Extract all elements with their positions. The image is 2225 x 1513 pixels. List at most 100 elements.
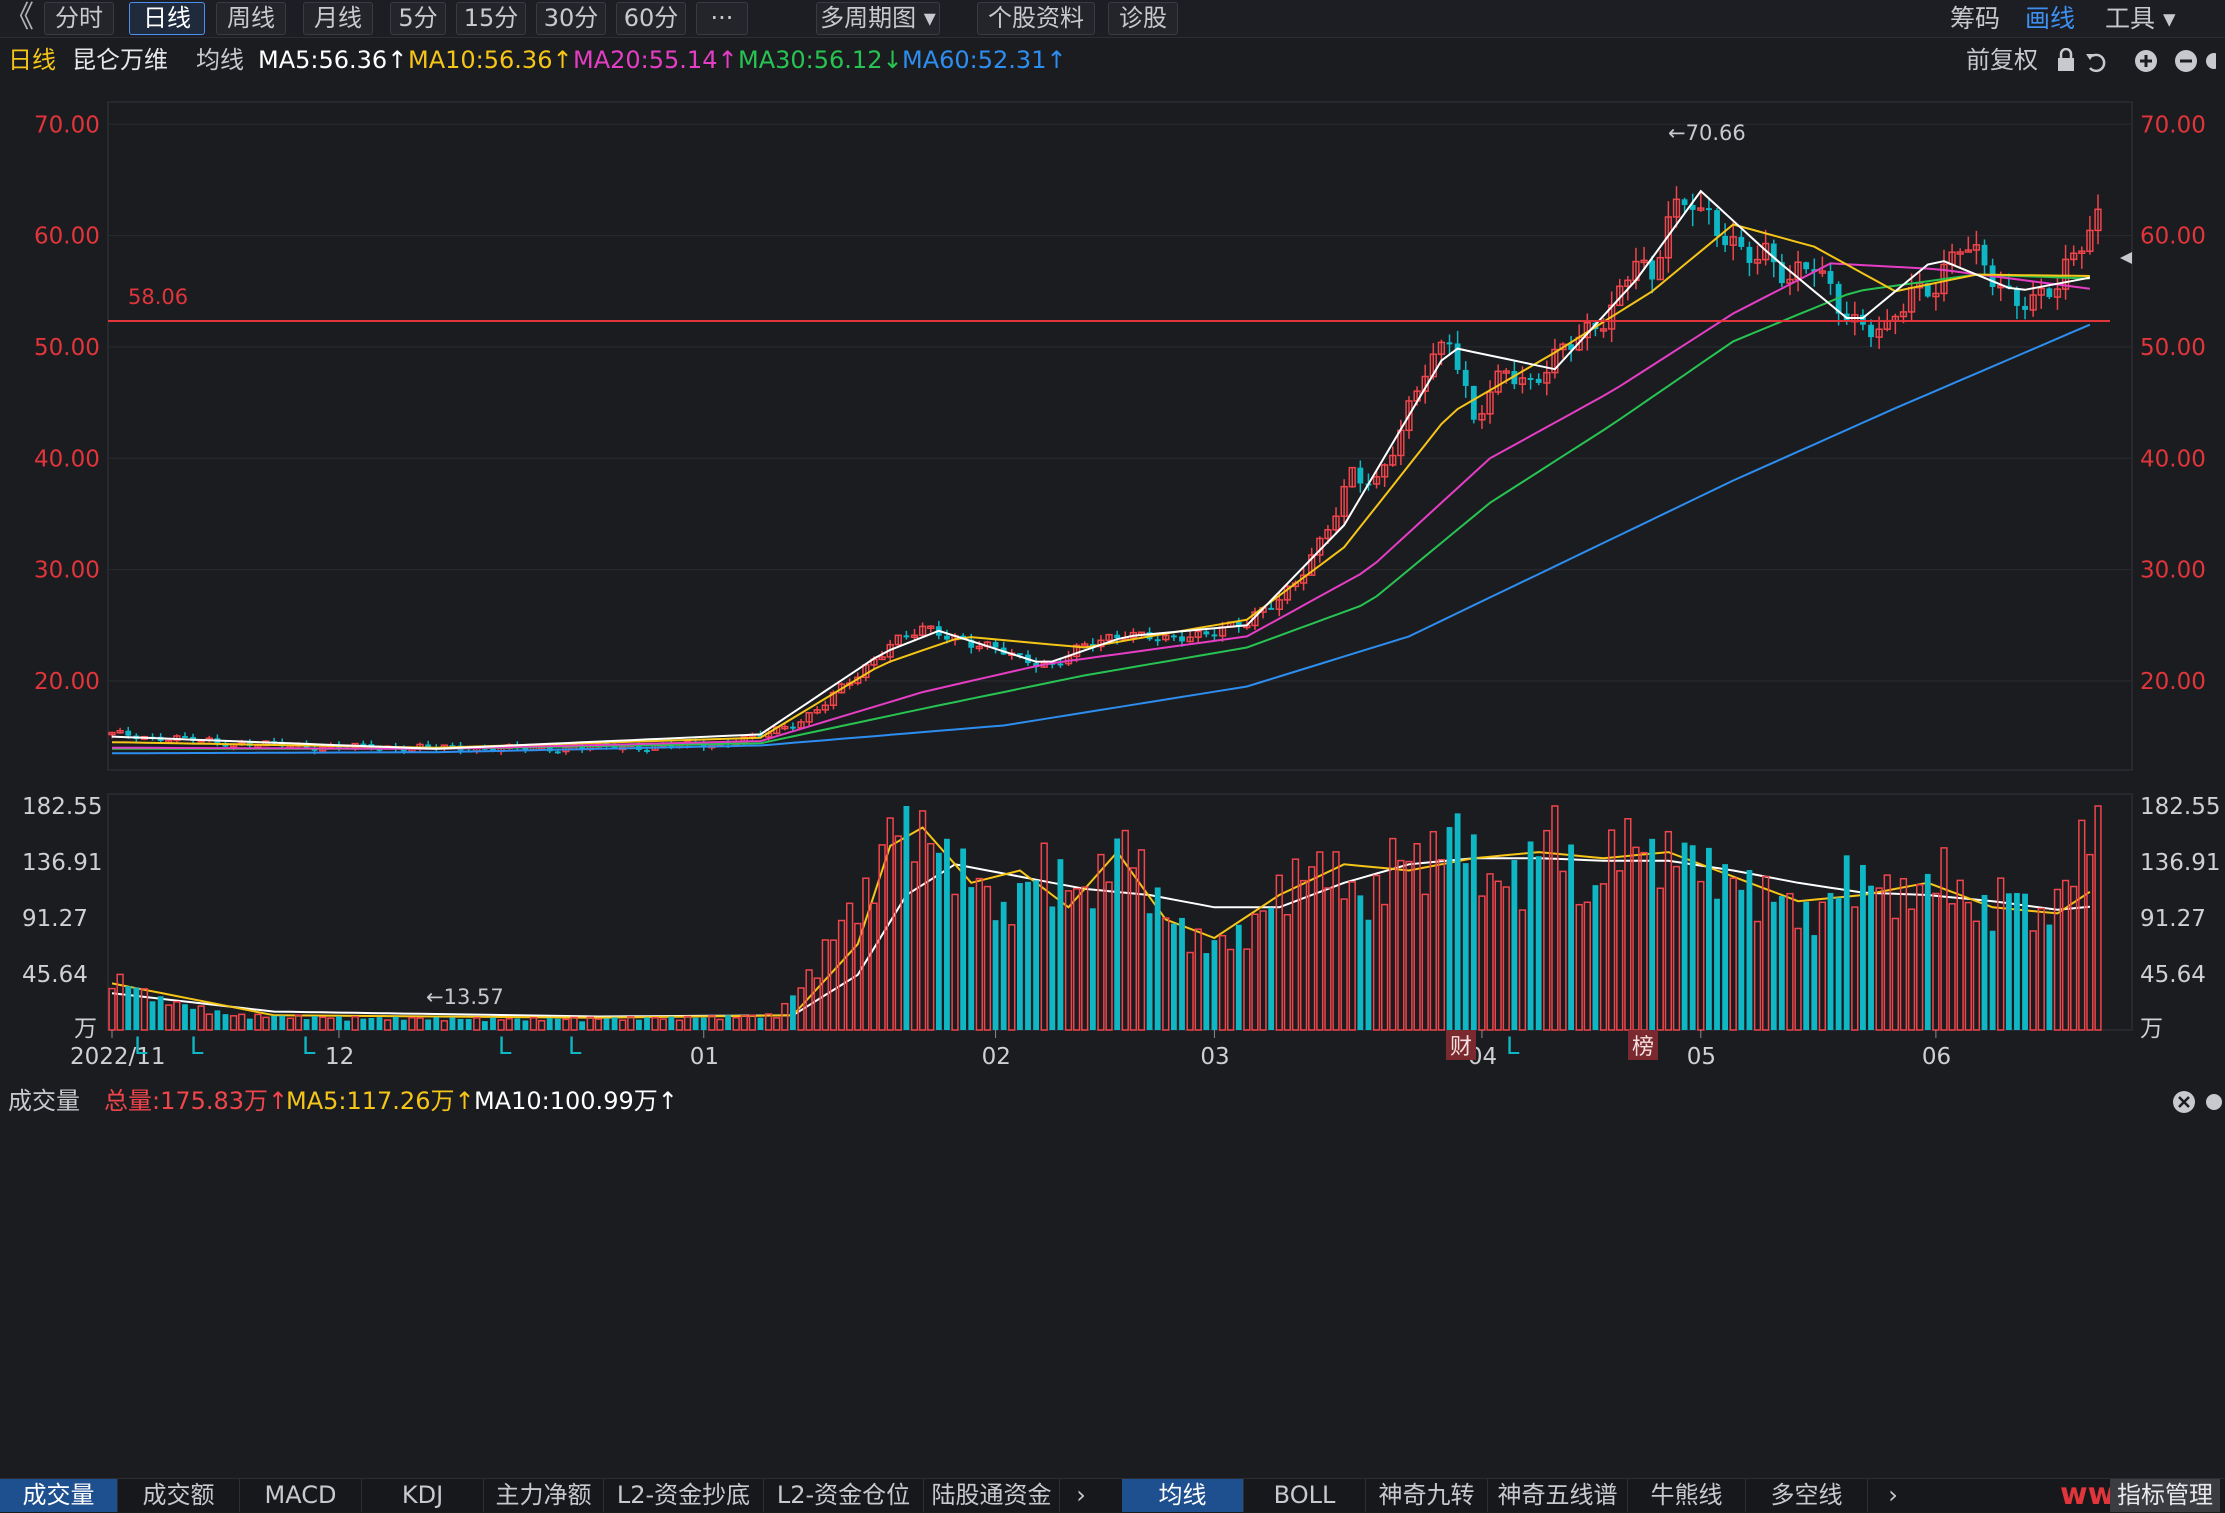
indicator-tab[interactable]: 主力净额 bbox=[484, 1479, 604, 1512]
indicator-tab[interactable]: L2-资金抄底 bbox=[604, 1479, 764, 1512]
undo-icon[interactable] bbox=[2086, 53, 2106, 73]
candle bbox=[1283, 582, 1292, 605]
volume-bar bbox=[927, 842, 935, 1031]
period-tab[interactable]: ··· bbox=[696, 2, 748, 35]
overlay-tab[interactable]: BOLL bbox=[1244, 1479, 1366, 1512]
rank-list-tag[interactable] bbox=[1628, 1030, 1658, 1060]
overlay-tab[interactable]: 神奇五线谱 bbox=[1488, 1479, 1628, 1512]
volume-tick-right: 万 bbox=[2140, 1016, 2163, 1042]
chevron-right-icon[interactable]: › bbox=[1888, 1481, 1898, 1509]
overlay-tab[interactable]: 均线 bbox=[1122, 1479, 1244, 1512]
candle bbox=[1722, 223, 1729, 253]
finance-report-tag-text: 财 bbox=[1450, 1035, 1472, 1060]
candle bbox=[1186, 631, 1194, 643]
volume-bar bbox=[813, 977, 821, 1031]
volume-bar bbox=[644, 1017, 650, 1030]
volume-bar bbox=[1025, 881, 1031, 1030]
draw-button[interactable]: 画线 bbox=[2025, 4, 2076, 33]
price-tick-left: 20.00 bbox=[34, 669, 100, 695]
volume-bar bbox=[1114, 838, 1121, 1030]
volume-bar bbox=[716, 1018, 724, 1031]
indicator-tab[interactable]: KDJ bbox=[362, 1479, 484, 1512]
candle bbox=[1746, 241, 1753, 277]
finance-report-tag[interactable] bbox=[1446, 1030, 1476, 1060]
chips-button[interactable]: 筹码 bbox=[1950, 4, 2001, 33]
settings-icon[interactable] bbox=[2206, 53, 2216, 69]
volume-bar bbox=[1316, 851, 1324, 1031]
volume-total: 总量:175.83万↑ bbox=[104, 1087, 289, 1115]
volume-bar bbox=[497, 1019, 505, 1031]
volume-bar bbox=[229, 1015, 238, 1031]
volume-bar bbox=[1738, 889, 1745, 1030]
period-tab[interactable]: 周线 bbox=[216, 2, 286, 35]
period-tab[interactable]: 分时 bbox=[44, 2, 114, 35]
period-tab[interactable]: 诊股 bbox=[1108, 2, 1178, 35]
period-tab[interactable]: 15分 bbox=[456, 2, 526, 35]
volume-bar bbox=[1640, 851, 1648, 1031]
adjust-button[interactable]: 前复权 bbox=[1966, 46, 2038, 74]
volume-bar bbox=[133, 987, 140, 1030]
l-marker[interactable]: L bbox=[568, 1032, 582, 1060]
overlay-tab[interactable]: 神奇九转 bbox=[1366, 1479, 1488, 1512]
period-tab[interactable]: 30分 bbox=[536, 2, 606, 35]
l-marker[interactable]: L bbox=[302, 1032, 316, 1060]
candle bbox=[1559, 342, 1567, 359]
overlay-tab[interactable]: 牛熊线 bbox=[1628, 1479, 1746, 1512]
l-marker[interactable]: L bbox=[1506, 1032, 1520, 1060]
volume-bar bbox=[1681, 842, 1688, 1030]
candle bbox=[1454, 330, 1461, 375]
volume-bar bbox=[2061, 879, 2070, 1031]
period-tab[interactable]: 月线 bbox=[303, 2, 373, 35]
tools-menu[interactable]: 工具 ▾ bbox=[2105, 4, 2176, 33]
volume-bar bbox=[797, 987, 805, 1031]
back-icon[interactable]: 《 bbox=[4, 0, 34, 35]
volume-bar bbox=[1283, 913, 1292, 1031]
candle bbox=[2046, 287, 2053, 300]
l-marker[interactable]: L bbox=[498, 1032, 512, 1060]
volume-bar bbox=[1778, 896, 1785, 1030]
lock-icon[interactable] bbox=[2058, 48, 2074, 71]
ma30-value: MA30:56.12↓ bbox=[738, 46, 903, 74]
volume-bar bbox=[1502, 886, 1510, 1031]
volume-bar bbox=[327, 1017, 335, 1031]
period-tab[interactable]: 日线 bbox=[129, 2, 205, 35]
period-tab[interactable]: 多周期图 ▾ bbox=[816, 2, 940, 35]
zoom-out-icon[interactable] bbox=[2175, 50, 2197, 72]
candle bbox=[1940, 249, 1948, 302]
candle bbox=[1527, 373, 1534, 390]
period-tab[interactable]: 5分 bbox=[390, 2, 446, 35]
candle bbox=[1689, 193, 1696, 227]
overlay-tab[interactable]: 多空线 bbox=[1746, 1479, 1868, 1512]
l-marker[interactable]: L bbox=[190, 1032, 204, 1060]
volume-bar bbox=[1291, 858, 1300, 1031]
period-tab[interactable]: 60分 bbox=[616, 2, 686, 35]
volume-title[interactable]: 成交量 bbox=[8, 1087, 80, 1115]
zoom-in-icon[interactable] bbox=[2135, 50, 2157, 72]
volume-bar bbox=[529, 1016, 538, 1031]
price-and-volume-chart[interactable]: 70.00 70.00 60.00 60.00 50.00 50.00 40.00 40.00… bbox=[0, 80, 2225, 1070]
indicator-tab[interactable]: MACD bbox=[240, 1479, 362, 1512]
volume-bar bbox=[1899, 877, 1908, 1031]
volume-bar bbox=[165, 1004, 173, 1031]
volume-bar bbox=[2078, 819, 2086, 1031]
price-tick-left: 40.00 bbox=[34, 446, 100, 472]
volume-bar bbox=[878, 844, 886, 1031]
indicator-tab[interactable]: 陆股通资金 bbox=[924, 1479, 1060, 1512]
period-tab[interactable]: 个股资料 bbox=[977, 2, 1095, 35]
ma-label[interactable]: 均线 bbox=[196, 46, 244, 74]
price-tick-left: 70.00 bbox=[34, 112, 100, 138]
candle bbox=[2037, 278, 2045, 309]
volume-bar bbox=[1429, 830, 1437, 1031]
indicator-tab[interactable]: 成交量 bbox=[0, 1479, 118, 1512]
indicator-tab[interactable]: L2-资金仓位 bbox=[764, 1479, 924, 1512]
volume-bar bbox=[903, 806, 910, 1030]
chevron-right-icon[interactable]: › bbox=[1076, 1481, 1086, 1509]
volume-bar bbox=[351, 1015, 359, 1031]
indicator-tab[interactable]: 成交额 bbox=[118, 1479, 240, 1512]
indicator-manage-button[interactable]: 指标管理 bbox=[2110, 1479, 2220, 1512]
close-icon[interactable] bbox=[2173, 1091, 2195, 1113]
indicator-tabbar: 成交量 成交额 MACD KDJ 主力净额 L2-资金抄底 L2-资金仓位 陆股通资金 › 均… bbox=[0, 1477, 2225, 1512]
l-marker[interactable]: L bbox=[134, 1032, 148, 1060]
settings-icon[interactable] bbox=[2206, 1094, 2222, 1110]
volume-bar bbox=[1860, 864, 1866, 1030]
